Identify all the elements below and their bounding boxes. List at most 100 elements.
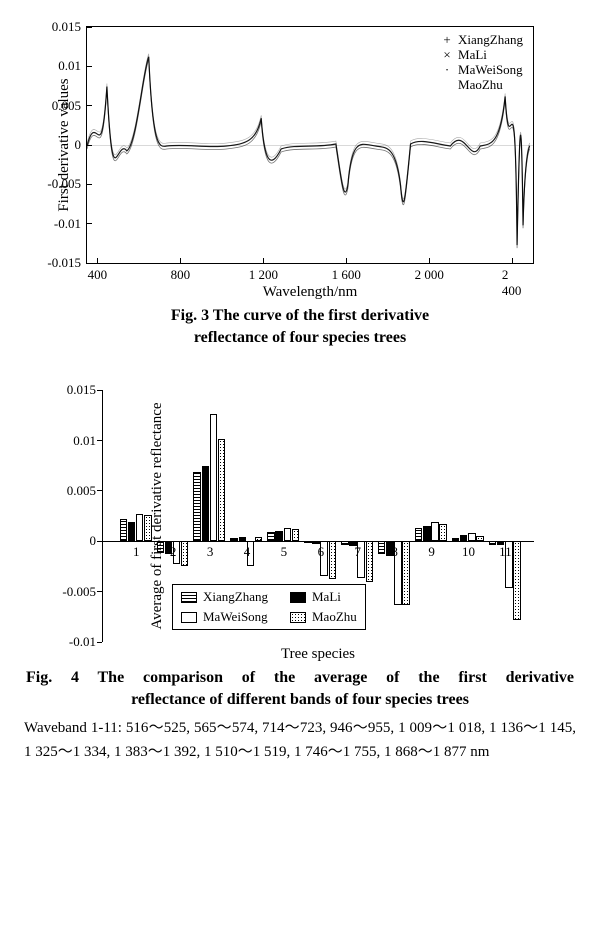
fig3-xtick-label: 2 400 — [502, 267, 523, 299]
fig4-legend: XiangZhang MaLi MaWeiSong MaoZhu — [172, 584, 366, 630]
fig3-ytick-mark — [87, 184, 92, 185]
fig4-bar — [255, 537, 262, 541]
fig4-bar — [402, 541, 409, 605]
fig3-xtick-mark — [346, 258, 347, 263]
fig3-xtick-mark — [512, 258, 513, 263]
legend-swatch-icon — [181, 592, 197, 603]
fig4-bar — [460, 535, 467, 541]
fig4-bar — [513, 541, 520, 620]
fig3-caption-line2: reflectance of four species trees — [24, 327, 576, 349]
fig4-ytick-label: 0.01 — [46, 433, 96, 449]
fig3-ylabel: First derivative values — [56, 78, 73, 211]
waveband-note: Waveband 1-11: 516～525, 565～574, 714～723… — [24, 716, 576, 764]
fig3-ytick-mark — [87, 263, 92, 264]
legend-swatch-icon — [181, 612, 197, 623]
fig4-group-number: 5 — [281, 544, 288, 560]
fig4-ytick-label: -0.01 — [46, 634, 96, 650]
fig4-group-number: 7 — [355, 544, 362, 560]
fig4-caption: Fig. 4 The comparison of the average of … — [24, 667, 576, 710]
fig4-group-number: 9 — [428, 544, 435, 560]
fig4-ytick-label: 0 — [46, 533, 96, 549]
fig3-xtick-label: 400 — [88, 267, 108, 283]
fig3-caption: Fig. 3 The curve of the first derivative… — [24, 305, 576, 348]
fig4-bar — [292, 529, 299, 541]
fig3-ytick-label: 0.015 — [31, 19, 81, 35]
fig4-ytick-mark — [97, 591, 102, 592]
fig4-legend-item: MaoZhu — [290, 609, 357, 625]
fig4-bar — [202, 466, 209, 542]
fig4-bar — [431, 522, 438, 541]
fig3-plot-area: 0.0150.010.0050-0.005-0.01-0.015 4008001… — [86, 26, 534, 264]
fig4-bar — [136, 514, 143, 541]
fig4-ytick-label: 0.015 — [46, 382, 96, 398]
fig4-ytick-mark — [97, 440, 102, 441]
fig4-bar — [239, 537, 246, 541]
fig3-ytick-label: 0.01 — [31, 58, 81, 74]
fig4-group-number: 8 — [391, 544, 398, 560]
fig4-group-number: 2 — [170, 544, 177, 560]
fig3-caption-line1: Fig. 3 The curve of the first derivative — [24, 305, 576, 327]
fig4-bar — [415, 528, 422, 541]
fig3-ytick-label: -0.015 — [31, 255, 81, 271]
fig4-bar — [452, 538, 459, 541]
fig3-xtick-mark — [97, 258, 98, 263]
fig3-container: 0.0150.010.0050-0.005-0.01-0.015 4008001… — [86, 26, 576, 264]
fig4-group-number: 4 — [244, 544, 251, 560]
fig4-bar-group — [378, 390, 412, 642]
fig4-bar — [439, 524, 446, 541]
fig4-group-number: 6 — [318, 544, 325, 560]
fig4-bar — [476, 536, 483, 541]
fig4-ytick-mark — [97, 642, 102, 643]
fig4-bar — [267, 532, 274, 541]
fig4-ytick-mark — [97, 490, 102, 491]
fig3-ytick-mark — [87, 105, 92, 106]
fig3-ytick-mark — [87, 223, 92, 224]
fig3-xtick-label: 1 600 — [332, 267, 361, 283]
fig3-xtick-label: 2 000 — [415, 267, 444, 283]
fig4-container: 0.0150.010.0050-0.005-0.01 1234567891011… — [102, 390, 576, 642]
fig4-legend-item: XiangZhang — [181, 589, 268, 605]
fig4-caption-line2: reflectance of different bands of four s… — [26, 689, 574, 711]
fig4-bar-group — [415, 390, 449, 642]
legend-label: XiangZhang — [203, 589, 268, 605]
legend-label: MaLi — [312, 589, 341, 605]
fig4-bar — [218, 439, 225, 542]
fig4-bar — [366, 541, 373, 581]
fig4-bar — [423, 526, 430, 541]
fig3-ytick-mark — [87, 145, 92, 146]
fig3-ytick-mark — [87, 66, 92, 67]
fig4-bar — [181, 541, 188, 565]
fig3-ytick-mark — [87, 27, 92, 28]
fig4-bar-group — [452, 390, 486, 642]
fig4-plot-area: 0.0150.010.0050-0.005-0.01 1234567891011… — [102, 390, 534, 642]
fig3-ytick-label: -0.01 — [31, 216, 81, 232]
fig4-bar — [489, 541, 496, 545]
fig4-bar — [128, 522, 135, 541]
legend-label: MaoZhu — [312, 609, 357, 625]
fig3-xtick-label: 1 200 — [249, 267, 278, 283]
fig3-xtick-label: 800 — [171, 267, 191, 283]
fig4-group-number: 10 — [462, 544, 475, 560]
fig4-group-number: 3 — [207, 544, 214, 560]
fig4-bar — [230, 538, 237, 541]
fig3-xtick-mark — [429, 258, 430, 263]
fig4-ylabel: Average of first derivative reflectance — [149, 403, 166, 630]
fig4-ytick-mark — [97, 390, 102, 391]
fig4-ytick-label: -0.005 — [46, 584, 96, 600]
fig4-bar — [193, 472, 200, 542]
fig4-legend-item: MaLi — [290, 589, 357, 605]
fig4-bar — [284, 528, 291, 541]
fig4-xlabel: Tree species — [102, 646, 534, 663]
fig4-bar — [304, 541, 311, 543]
fig4-bar — [329, 541, 336, 578]
fig3-curve — [87, 27, 533, 263]
legend-label: MaWeiSong — [203, 609, 268, 625]
fig4-ytick-mark — [97, 541, 102, 542]
fig4-ytick-label: 0.005 — [46, 483, 96, 499]
fig4-legend-item: MaWeiSong — [181, 609, 268, 625]
fig4-bar — [210, 414, 217, 541]
legend-swatch-icon — [290, 592, 306, 603]
legend-swatch-icon — [290, 612, 306, 623]
fig4-bar-group — [488, 390, 522, 642]
fig4-bar — [468, 533, 475, 541]
